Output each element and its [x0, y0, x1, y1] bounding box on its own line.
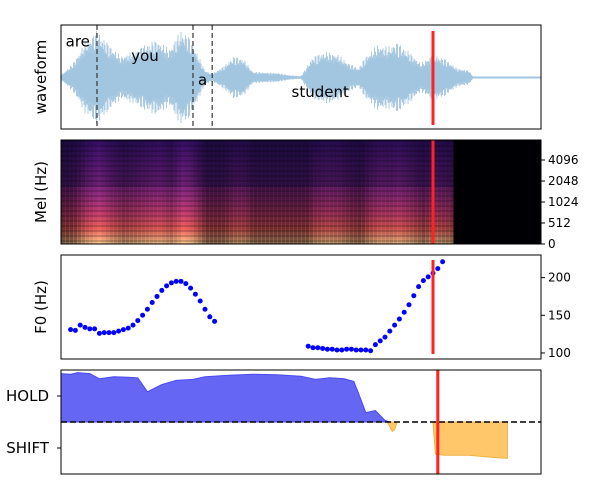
waveform-ylabel: waveform [32, 40, 50, 115]
hold-shift-yticks: HOLD SHIFT [6, 387, 61, 457]
f0-point [212, 318, 218, 324]
ytick-label: 100 [548, 346, 571, 360]
hold-shift-panel: HOLD SHIFT [6, 369, 542, 475]
f0-point [392, 322, 398, 328]
f0-point [315, 345, 321, 351]
f0-point [72, 327, 78, 333]
hold-area [60, 372, 390, 423]
f0-point [178, 278, 184, 284]
f0-point [310, 345, 316, 351]
f0-point [164, 283, 170, 289]
f0-ylabel: F0 (Hz) [32, 280, 50, 334]
f0-scatter [68, 259, 446, 354]
ytick-label: SHIFT [6, 439, 50, 457]
word-boundary-lines [96, 25, 213, 129]
f0-point [368, 348, 374, 354]
f0-axes-frame [60, 254, 542, 360]
ytick-label: 0 [548, 237, 556, 251]
f0-point [77, 322, 83, 328]
f0-point [125, 325, 131, 331]
f0-point [377, 338, 383, 344]
word-label: are [66, 33, 90, 51]
f0-point [435, 266, 441, 272]
ytick-label: 150 [548, 308, 571, 322]
f0-point [96, 330, 102, 336]
waveform-panel: are you a student waveform [32, 24, 542, 130]
f0-point [192, 291, 198, 297]
f0-point [401, 309, 407, 315]
f0-point [106, 330, 112, 336]
f0-point [440, 259, 446, 265]
ytick-label: 2048 [548, 174, 579, 188]
word-label: student [292, 83, 349, 101]
f0-point [425, 274, 431, 280]
f0-point [324, 346, 330, 352]
f0-panel: 100 150 200 F0 (Hz) [32, 254, 571, 360]
f0-point [144, 306, 150, 312]
f0-point [68, 327, 74, 333]
f0-point [339, 347, 345, 353]
f0-point [334, 347, 340, 353]
f0-point [120, 327, 126, 333]
f0-point [411, 293, 417, 299]
ytick-label: 200 [548, 271, 571, 285]
word-label: a [198, 71, 207, 89]
word-labels: are you a student [66, 33, 349, 101]
f0-point [87, 326, 93, 332]
word-label: you [131, 47, 159, 65]
ytick-label: 512 [548, 216, 571, 230]
mel-yticks: 0 512 1024 2048 4096 [541, 153, 579, 251]
f0-point [135, 318, 141, 324]
f0-point [197, 298, 203, 304]
f0-point [130, 322, 136, 328]
f0-point [348, 346, 354, 352]
f0-point [416, 284, 422, 290]
f0-point [183, 281, 189, 287]
mel-ylabel: Mel (Hz) [32, 161, 50, 223]
f0-point [92, 326, 98, 332]
f0-point [82, 324, 88, 330]
ytick-label: HOLD [6, 387, 49, 405]
hold-shift-axes-frame [60, 369, 542, 475]
shift-area [432, 421, 508, 459]
f0-point [154, 293, 160, 299]
f0-point [329, 346, 335, 352]
f0-point [173, 278, 179, 284]
f0-point [101, 330, 107, 336]
f0-point [140, 312, 146, 318]
f0-point [382, 334, 388, 340]
f0-point [305, 343, 311, 349]
f0-point [387, 328, 393, 334]
f0-point [202, 306, 208, 312]
f0-point [188, 285, 194, 291]
f0-point [116, 328, 122, 334]
hold-shift-areas [60, 372, 508, 459]
f0-point [358, 347, 364, 353]
f0-point [207, 314, 213, 320]
ytick-label: 4096 [548, 153, 579, 167]
f0-point [420, 278, 426, 284]
f0-point [353, 347, 359, 353]
f0-point [344, 346, 350, 352]
f0-point [396, 316, 402, 322]
f0-point [320, 345, 326, 351]
f0-point [111, 330, 117, 336]
f0-point [149, 299, 155, 305]
mel-heatmap [61, 140, 541, 244]
shift-area [386, 421, 398, 433]
f0-point [406, 302, 412, 308]
waveform-axes-frame [60, 24, 542, 130]
f0-point [372, 342, 378, 348]
mel-axes-frame [60, 139, 542, 245]
f0-point [159, 287, 165, 293]
f0-point [168, 280, 174, 286]
ytick-label: 1024 [548, 195, 579, 209]
mel-panel: 0 512 1024 2048 4096 Mel (Hz) [32, 139, 579, 251]
f0-yticks: 100 150 200 [541, 271, 571, 360]
f0-point [363, 347, 369, 353]
